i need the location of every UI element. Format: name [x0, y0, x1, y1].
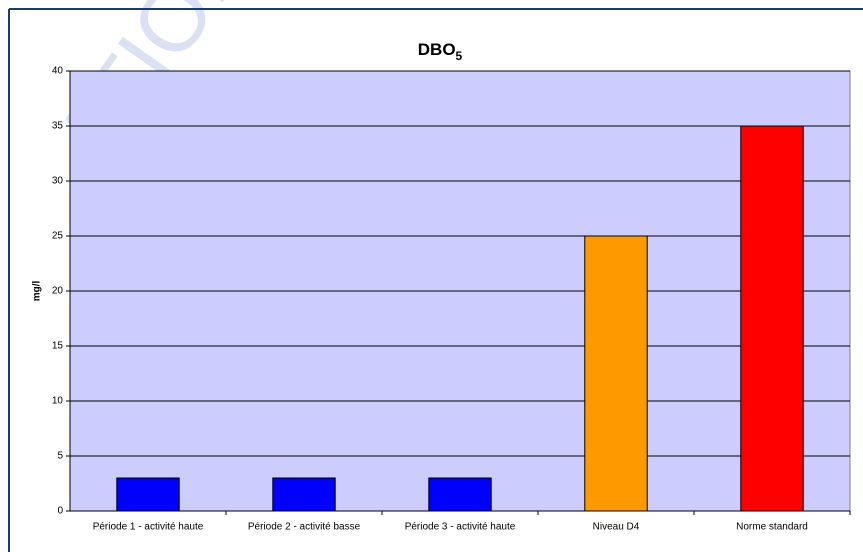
x-tick-label: Période 1 - activité haute: [93, 522, 204, 533]
y-tick-label: 35: [52, 121, 64, 132]
x-tick-label: Norme standard: [736, 522, 808, 533]
x-tick-label: Période 3 - activité haute: [405, 522, 516, 533]
bar: [584, 235, 648, 512]
title-main: DBO: [418, 40, 456, 59]
bar: [428, 477, 492, 512]
y-tick-label: 30: [52, 176, 64, 187]
y-tick-label: 10: [52, 396, 64, 407]
y-tick-label: 5: [57, 451, 63, 462]
y-tick-label: 15: [52, 341, 64, 352]
y-axis-label: mg/l: [32, 281, 43, 302]
y-tick-label: 25: [52, 231, 64, 242]
y-tick-label: 0: [57, 506, 63, 517]
y-tick-label: 20: [52, 286, 64, 297]
y-tick-label: 40: [52, 66, 64, 77]
chart-title: DBO5: [418, 40, 463, 63]
x-tick-label: Période 2 - activité basse: [248, 522, 361, 533]
x-tick-label: Niveau D4: [593, 522, 640, 533]
title-subscript: 5: [456, 49, 463, 63]
bar: [272, 477, 336, 512]
bar: [740, 125, 804, 512]
bar: [116, 477, 180, 512]
